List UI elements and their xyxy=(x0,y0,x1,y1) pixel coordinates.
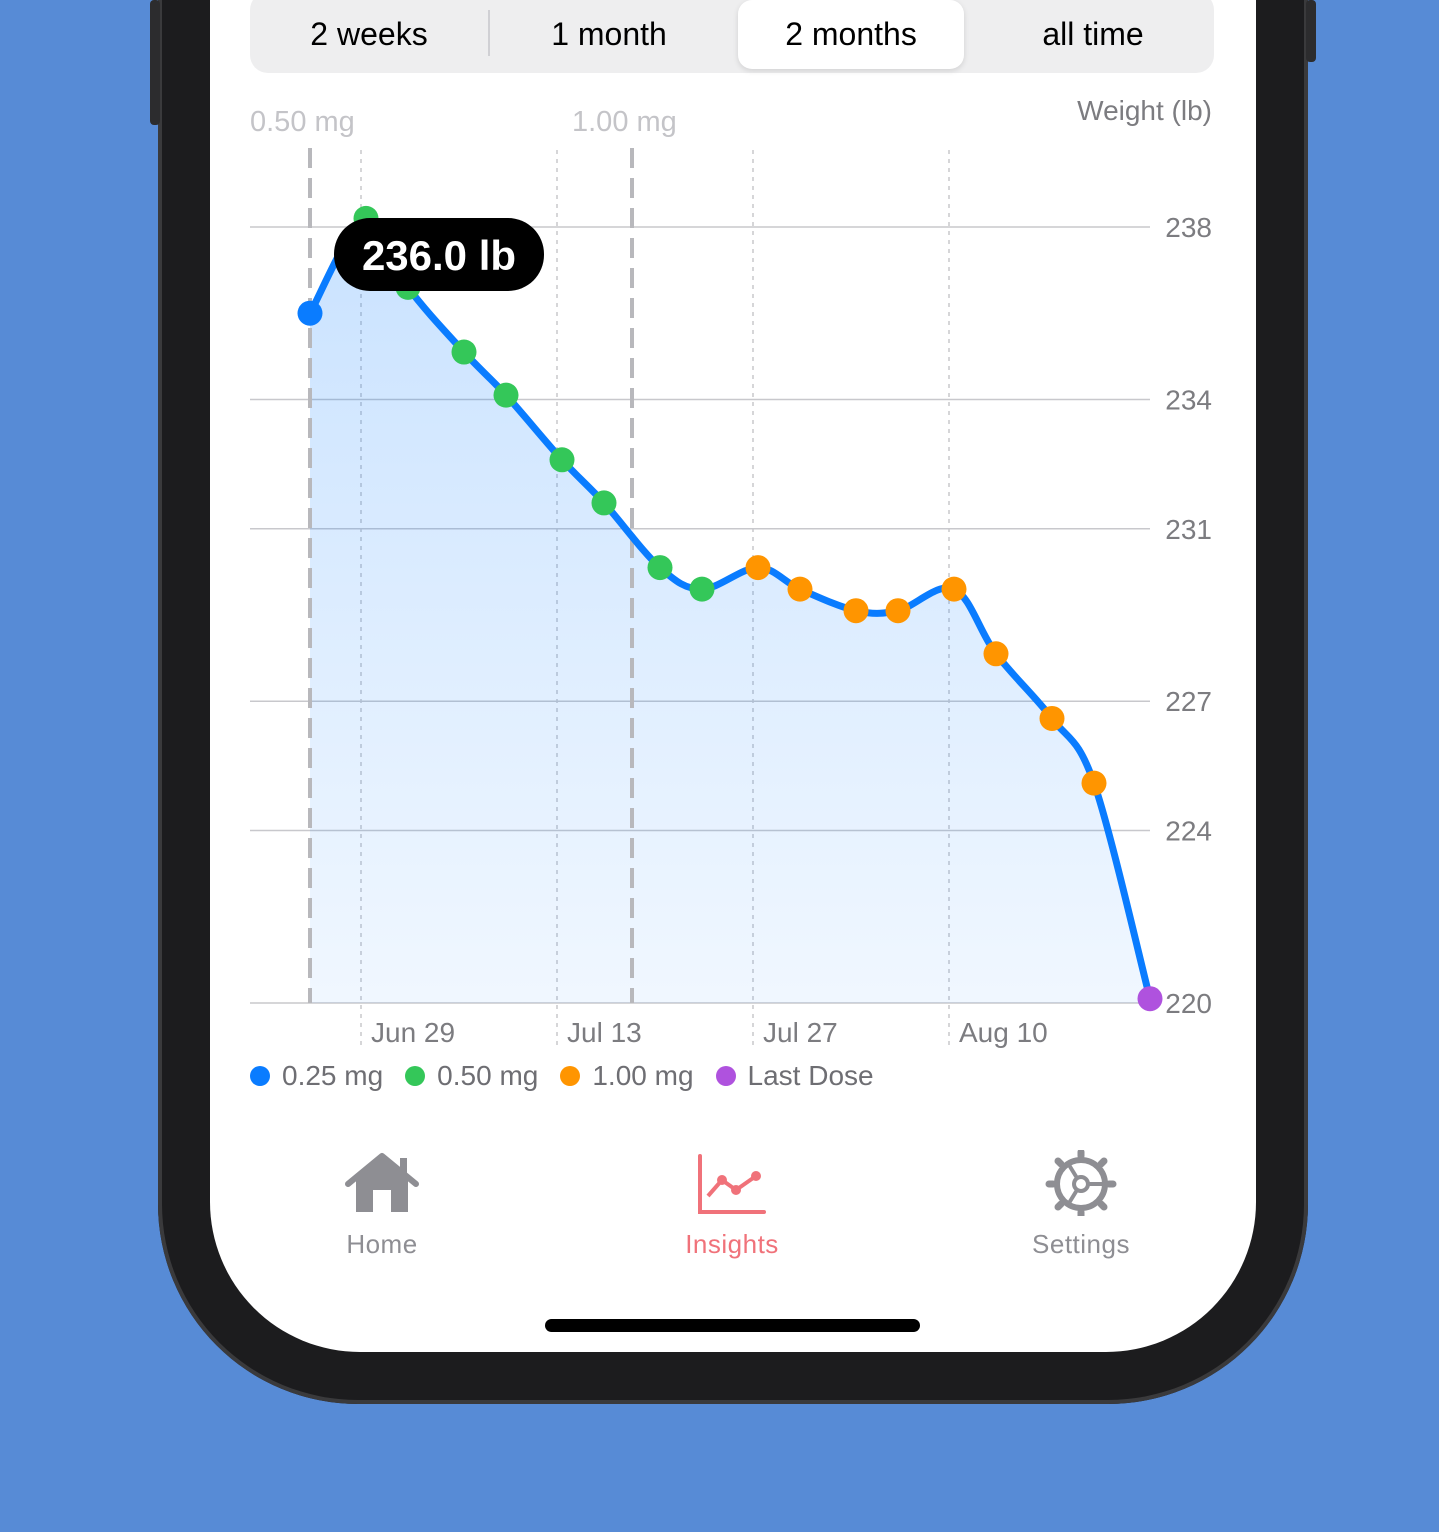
data-point xyxy=(787,576,813,602)
tab-settings-label: Settings xyxy=(1032,1229,1130,1259)
tab-insights-label: Insights xyxy=(685,1229,779,1259)
dose-marker-label: 0.50 mg xyxy=(250,106,355,138)
y-tick-label: 227 xyxy=(1165,686,1212,717)
data-point xyxy=(451,339,477,365)
chart-area-fill xyxy=(310,218,1150,1004)
legend-item: 1.00 mg xyxy=(560,1060,694,1092)
data-point xyxy=(647,555,673,581)
gear-icon xyxy=(1043,1148,1119,1221)
legend-label: 0.25 mg xyxy=(282,1060,384,1091)
legend-dot xyxy=(250,1066,270,1086)
data-point xyxy=(983,641,1009,667)
side-button-left xyxy=(150,0,160,125)
data-point xyxy=(843,598,869,624)
legend-item: Last Dose xyxy=(715,1060,874,1092)
y-tick-label: 220 xyxy=(1165,988,1212,1019)
data-point xyxy=(549,447,575,473)
legend-dot xyxy=(715,1066,736,1086)
segment-divider xyxy=(488,10,490,56)
house-icon xyxy=(344,1150,420,1221)
y-tick-label: 238 xyxy=(1165,212,1212,243)
range-option-all-time[interactable]: all time xyxy=(1042,16,1144,52)
legend-label: 0.50 mg xyxy=(437,1060,539,1091)
tooltip-bubble xyxy=(334,218,544,291)
y-tick-label: 224 xyxy=(1165,816,1212,847)
range-option-1-month[interactable]: 1 month xyxy=(551,16,667,52)
x-tick-label: Jun 29 xyxy=(371,1017,455,1048)
data-point xyxy=(1137,986,1163,1012)
data-point xyxy=(689,576,715,602)
tab-bar: Home Insights xyxy=(210,1148,1256,1270)
legend-label: Last Dose xyxy=(747,1060,874,1091)
dose-marker-label: 1.00 mg xyxy=(572,106,677,138)
legend-item: 0.50 mg xyxy=(405,1060,538,1092)
y-tick-label: 231 xyxy=(1165,514,1212,545)
legend-item: 0.25 mg xyxy=(250,1060,383,1092)
home-indicator xyxy=(545,1319,920,1332)
weight-chart[interactable]: 0.50 mg 1.00 mg 238 234 231 227 224 220 Jun 29 J… xyxy=(210,0,1256,1060)
y-tick-label: 234 xyxy=(1165,384,1212,415)
range-option-2-months[interactable]: 2 months xyxy=(738,0,964,69)
side-button-right xyxy=(1306,0,1316,62)
data-point xyxy=(941,576,967,602)
weight-line xyxy=(306,214,1154,1003)
data-point xyxy=(1081,770,1107,796)
tab-home[interactable]: Home xyxy=(282,1150,482,1270)
x-tick-label: Jul 13 xyxy=(567,1017,642,1048)
legend-dot xyxy=(405,1066,426,1086)
app-screen: 2 weeks 1 month 2 months all time 0.50 m… xyxy=(210,0,1256,1352)
range-option-2-weeks[interactable]: 2 weeks xyxy=(310,16,428,52)
data-point xyxy=(591,490,617,516)
data-point xyxy=(297,300,323,326)
legend-dot xyxy=(560,1066,581,1086)
range-selector: 2 weeks 1 month 2 months all time xyxy=(250,0,1214,73)
legend-label: 1.00 mg xyxy=(592,1060,694,1091)
tab-settings[interactable]: Settings xyxy=(981,1148,1181,1270)
tab-insights[interactable]: Insights xyxy=(632,1150,832,1270)
x-tick-label: Aug 10 xyxy=(959,1017,1048,1048)
data-point xyxy=(745,555,771,581)
data-point xyxy=(493,382,519,408)
chart-line-icon xyxy=(694,1150,770,1221)
data-point xyxy=(885,598,911,624)
chart-legend: 0.25 mg 0.50 mg 1.00 mg Last Dose xyxy=(250,1060,874,1092)
tooltip-text: 236.0 lb xyxy=(362,232,516,279)
tab-home-label: Home xyxy=(346,1229,418,1259)
y-axis-title: Weight (lb) xyxy=(1077,95,1212,126)
data-point xyxy=(1039,705,1065,731)
x-tick-label: Jul 27 xyxy=(763,1017,838,1048)
